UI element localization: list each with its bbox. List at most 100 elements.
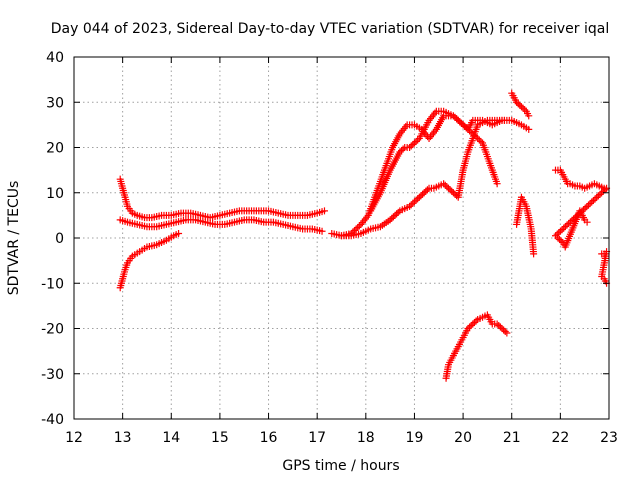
data-point (459, 121, 467, 129)
data-point (519, 104, 527, 112)
data-point (448, 187, 456, 195)
data-point (443, 183, 451, 191)
data-point (583, 203, 591, 211)
data-point (593, 193, 601, 201)
data-point (354, 223, 362, 231)
data-point (389, 213, 397, 221)
axis-ticks: 12 13 14 15 16 17 18 19 20 21 22 23 -40 -30 -20 -10 0 10 2… (41, 50, 618, 446)
data-point (391, 211, 399, 219)
y-tick-label: 20 (46, 141, 64, 157)
data-point (446, 186, 454, 194)
data-point (470, 318, 478, 326)
data-point (596, 190, 604, 198)
data-point (503, 329, 511, 337)
data-point (441, 181, 449, 189)
y-tick-label: 10 (46, 186, 64, 202)
data-point (410, 198, 418, 206)
x-tick-label: 19 (406, 430, 424, 446)
y-tick-label: -40 (41, 412, 64, 428)
data-point (320, 207, 328, 215)
data-point (472, 317, 480, 325)
data-point (493, 180, 501, 188)
data-point (386, 216, 394, 224)
data-point (412, 137, 420, 145)
data-point (350, 226, 358, 234)
data-point (475, 136, 483, 144)
data-point (493, 320, 501, 328)
data-point (407, 142, 415, 150)
data-point (414, 136, 422, 144)
data-point (445, 184, 452, 192)
data-point (318, 227, 326, 235)
data-point (449, 112, 457, 120)
data-point (397, 147, 405, 155)
data-point (422, 187, 430, 195)
data-point (453, 115, 461, 123)
data-point (501, 328, 509, 336)
data-point (406, 202, 414, 210)
data-point (467, 128, 475, 136)
data-point (556, 236, 564, 244)
x-tick-label: 23 (600, 430, 618, 446)
data-point (406, 144, 414, 151)
data-point (599, 187, 607, 195)
data-point (469, 320, 477, 328)
data-point (530, 250, 538, 258)
x-tick-label: 17 (308, 430, 326, 446)
data-point (583, 218, 591, 226)
y-tick-label: 40 (46, 50, 64, 66)
data-point (415, 193, 423, 201)
data-point (521, 106, 529, 114)
y-axis-label: SDTVAR / TECUs (6, 181, 22, 296)
x-tick-label: 20 (454, 430, 472, 446)
data-point (410, 139, 418, 147)
data-point (581, 204, 589, 212)
data-point (589, 196, 597, 204)
data-point (394, 208, 402, 216)
data-point (456, 118, 464, 126)
data-point (409, 199, 417, 207)
y-tick-label: 0 (55, 231, 64, 247)
data-point (412, 196, 420, 204)
data-point (495, 321, 503, 329)
data-point (556, 227, 564, 235)
data-point (525, 112, 533, 120)
data-marks (116, 89, 611, 382)
data-point (451, 113, 459, 121)
data-point (467, 321, 475, 329)
data-point (457, 119, 465, 127)
data-point (440, 180, 448, 188)
x-tick-label: 22 (551, 430, 569, 446)
data-point (399, 145, 407, 153)
data-point (498, 325, 506, 332)
data-point (461, 122, 469, 130)
y-tick-label: -10 (41, 276, 64, 292)
data-point (594, 192, 602, 200)
data-point (557, 237, 565, 245)
data-point (555, 229, 563, 237)
data-point (591, 195, 599, 203)
data-point (584, 201, 592, 209)
data-point (454, 116, 462, 124)
x-axis-label: GPS time / hours (282, 458, 399, 474)
data-point (558, 226, 566, 234)
data-point (388, 214, 396, 222)
data-point (525, 125, 533, 133)
x-tick-label: 14 (162, 430, 180, 446)
data-point (396, 148, 404, 156)
x-tick-label: 18 (357, 430, 375, 446)
data-point (560, 224, 568, 232)
data-point (409, 140, 417, 148)
data-point (477, 137, 485, 145)
data-point (417, 192, 425, 200)
data-point (500, 326, 508, 334)
y-tick-label: -20 (41, 322, 64, 338)
data-point (563, 221, 571, 229)
data-point (419, 190, 427, 198)
data-point (588, 198, 596, 206)
data-point (516, 101, 524, 109)
data-point (407, 201, 415, 209)
data-point (496, 323, 504, 331)
data-point (514, 100, 522, 108)
